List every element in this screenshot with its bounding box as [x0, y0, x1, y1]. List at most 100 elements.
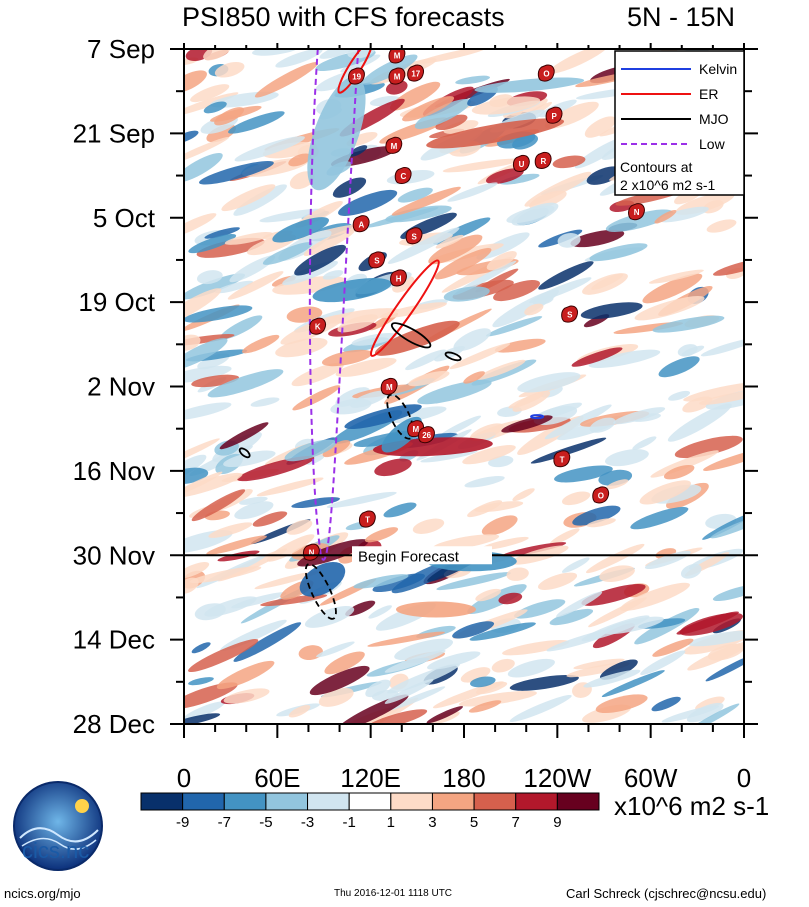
anomaly-blob [681, 345, 705, 357]
anomaly-blob [340, 54, 381, 73]
storm-label: M [394, 52, 401, 61]
forecast-label-bg [352, 546, 492, 565]
anomaly-blob [196, 237, 265, 258]
anomaly-blob [214, 280, 254, 294]
anomaly-blob [700, 338, 744, 357]
anomaly-blob [402, 96, 455, 122]
anomaly-blob [584, 116, 616, 138]
storm-label: M [391, 142, 398, 151]
colorbar-swatch [473, 792, 517, 811]
anomaly-blob [591, 273, 624, 290]
y-tick-label: 30 Nov [73, 540, 155, 570]
anomaly-feature [426, 118, 565, 149]
anomaly-blob [188, 677, 214, 686]
anomaly-blob [544, 404, 612, 440]
storm-symbol: 19 [348, 67, 365, 85]
anomaly-blob [189, 566, 262, 584]
colorbar-tick-label: 1 [387, 814, 395, 831]
anomaly-blob [703, 448, 744, 471]
anomaly-blob [537, 572, 578, 590]
storm-symbol: N [302, 543, 320, 561]
anomaly-blob [599, 659, 638, 680]
storm-icon [380, 377, 398, 395]
footer-timestamp: Thu 2016-12-01 1118 UTC [334, 888, 453, 899]
anomaly-blob [485, 168, 524, 185]
colorbar-swatch [348, 792, 392, 811]
anomaly-blob [552, 155, 586, 169]
anomaly-blob [508, 392, 544, 409]
footer-url[interactable]: ncics.org/mjo [4, 886, 81, 901]
anomaly-blob [204, 227, 240, 239]
anomaly-blob [687, 630, 744, 647]
anomaly-blob [468, 700, 502, 713]
anomaly-blob [512, 488, 535, 502]
anomaly-blob [351, 333, 398, 346]
anomaly-blob [364, 527, 399, 543]
anomaly-blob [190, 84, 230, 103]
anomaly-blob [332, 177, 367, 198]
anomaly-blob [651, 696, 681, 712]
anomaly-blob [499, 173, 540, 185]
storm-icon [537, 64, 555, 82]
anomaly-blob [702, 512, 744, 540]
anomaly-blob [603, 616, 664, 635]
anomaly-blob [493, 280, 541, 302]
storm-label: 17 [411, 70, 420, 79]
anomaly-blob [184, 333, 235, 347]
storm-symbol: S [561, 305, 579, 323]
anomaly-blob [467, 500, 503, 518]
anomaly-blob [687, 641, 744, 671]
colorbar-swatch [265, 792, 309, 811]
anomaly-blob [462, 445, 516, 465]
x-tick-label: 60E [254, 763, 300, 793]
anomaly-blob [387, 227, 460, 264]
anomaly-blob [494, 338, 546, 353]
colorbar-tick-label: 7 [512, 814, 520, 831]
storm-label: U [519, 160, 525, 169]
storm-label: S [374, 256, 380, 265]
anomaly-blob [206, 535, 267, 555]
colorbar-tick-label: -1 [343, 814, 356, 831]
anomaly-blob [188, 233, 237, 254]
storm-symbol: 26 [418, 426, 435, 444]
anomaly-blob [383, 502, 417, 518]
colorbar-tick-label: -3 [301, 814, 314, 831]
anomaly-blob [224, 232, 273, 245]
anomaly-blob [184, 454, 207, 480]
storm-icon [358, 510, 376, 528]
anomaly-blob [652, 315, 725, 333]
storm-symbol: P [545, 106, 563, 124]
colorbar-swatch [182, 792, 225, 811]
storm-symbol: R [534, 151, 552, 169]
anomaly-blob [548, 49, 609, 74]
storm-label: S [567, 311, 573, 320]
brand-text: cics.nc [22, 838, 90, 863]
anomaly-blob [184, 438, 220, 469]
anomaly-feature [374, 320, 460, 356]
anomaly-blob [580, 302, 643, 319]
anomaly-blob [374, 458, 412, 477]
storm-icon [388, 49, 406, 64]
anomaly-blob [583, 669, 641, 688]
anomaly-blob [288, 153, 312, 167]
mjo-contour [390, 322, 432, 349]
anomaly-blob [250, 397, 280, 407]
anomaly-blob [412, 518, 445, 534]
anomaly-blob [485, 316, 543, 337]
storm-icon [348, 67, 365, 85]
anomaly-blob [191, 489, 246, 522]
storm-symbol: S [368, 251, 386, 269]
storm-label: 19 [352, 73, 361, 82]
storm-label: 26 [422, 431, 431, 440]
legend-label: MJO [699, 111, 729, 127]
anomaly-blob [432, 534, 500, 551]
anomaly-blob [194, 603, 226, 621]
anomaly-blob [705, 652, 744, 682]
anomaly-blob [436, 572, 512, 591]
anomaly-blob [337, 314, 378, 333]
anomaly-blob [362, 54, 418, 85]
legend-label: ER [699, 86, 718, 102]
anomaly-blob [184, 213, 217, 238]
anomaly-blob [184, 305, 253, 323]
